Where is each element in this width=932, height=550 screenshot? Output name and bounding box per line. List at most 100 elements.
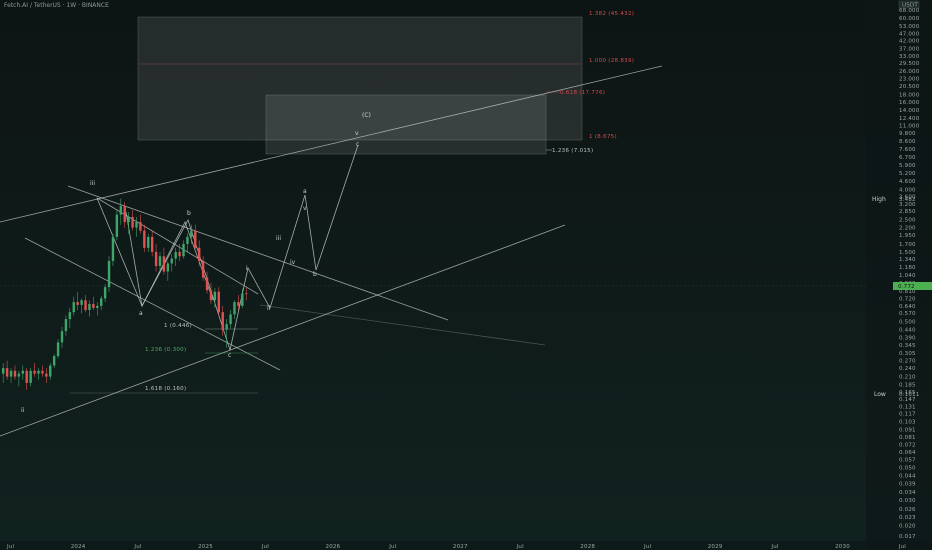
candle-body[interactable]: [76, 302, 79, 305]
price-tick-label: 0.057: [899, 457, 916, 463]
candle-body[interactable]: [21, 370, 24, 374]
currency-badge: [898, 0, 920, 9]
wedge-line-upper[interactable]: [67, 185, 449, 321]
candle-body[interactable]: [115, 214, 119, 237]
candle-body[interactable]: [241, 293, 244, 306]
time-tick-label: Jul: [388, 544, 397, 550]
candle-body[interactable]: [205, 277, 209, 291]
candle-body[interactable]: [45, 373, 48, 377]
candle-body[interactable]: [186, 236, 189, 244]
candle-body[interactable]: [72, 302, 75, 313]
candle-body[interactable]: [88, 303, 91, 310]
candle-body[interactable]: [139, 222, 142, 231]
outer-target-zone[interactable]: [137, 16, 583, 141]
fib-label-1618-0160: 1.618 (0.160): [145, 386, 186, 392]
wave-label-ii: ii: [21, 407, 25, 414]
fib-dotted-line: [259, 304, 546, 346]
candle-body[interactable]: [217, 291, 220, 313]
wedge-line-lower[interactable]: [24, 237, 281, 371]
time-tick-label: Jul: [643, 544, 652, 550]
lower-fib-lines: [70, 328, 258, 394]
candle-body[interactable]: [154, 251, 158, 267]
candle-body[interactable]: [84, 300, 87, 310]
candle-body[interactable]: [2, 368, 5, 374]
candle-body[interactable]: [209, 290, 213, 301]
candle-body[interactable]: [33, 370, 36, 374]
candle-body[interactable]: [135, 222, 138, 228]
time-tick-label: 2025: [198, 544, 213, 550]
price-tick-label: 0.050: [899, 466, 916, 472]
candle-body[interactable]: [111, 236, 115, 261]
candle-body[interactable]: [198, 247, 201, 261]
lower-channel-line[interactable]: [0, 224, 566, 437]
wave-label-c-low: c: [228, 352, 231, 359]
candle-body[interactable]: [229, 314, 232, 325]
time-tick-label: 2029: [708, 544, 723, 550]
price-tick-label: 1.040: [899, 273, 916, 279]
price-tick-label: 0.810: [899, 289, 916, 295]
candle-body[interactable]: [213, 291, 217, 301]
candle-body[interactable]: [127, 217, 130, 223]
candle-body[interactable]: [56, 342, 60, 357]
candle-body[interactable]: [13, 370, 17, 377]
symbol-header[interactable]: Fetch.AI / TetherUS · 1W · BINANCE: [4, 2, 109, 9]
candle-body[interactable]: [166, 263, 170, 272]
candle-body[interactable]: [170, 258, 173, 264]
wave-label-ii-b: ii: [267, 305, 271, 312]
candle-body[interactable]: [178, 251, 181, 257]
candle-body[interactable]: [64, 319, 68, 332]
candle-body[interactable]: [131, 217, 134, 228]
candle-body[interactable]: [237, 302, 240, 306]
candle-body[interactable]: [92, 303, 95, 308]
candle-body[interactable]: [80, 300, 83, 305]
candle-body[interactable]: [174, 251, 177, 259]
candle-body[interactable]: [123, 205, 126, 223]
candle-body[interactable]: [233, 302, 236, 315]
price-tick-label: 2.500: [899, 218, 916, 224]
candle-body[interactable]: [68, 312, 72, 320]
candle-body[interactable]: [100, 298, 103, 306]
candle-body[interactable]: [37, 370, 40, 374]
candle-body[interactable]: [29, 370, 32, 383]
wave-label-v-top: v: [355, 130, 359, 137]
candle-body[interactable]: [245, 293, 248, 295]
price-tick-label: 1.500: [899, 250, 916, 256]
wave-impulse-path[interactable]: [229, 144, 359, 351]
candle-body[interactable]: [17, 373, 21, 377]
candle-body[interactable]: [41, 370, 44, 374]
candle-body[interactable]: [60, 331, 64, 343]
candle-body[interactable]: [25, 370, 28, 383]
candle-body[interactable]: [162, 256, 166, 272]
current-price-label: 0.772: [898, 284, 915, 290]
fib-label-1236-7015: 1.236 (7.015): [552, 148, 593, 154]
candle-body[interactable]: [221, 312, 224, 330]
price-tick-label: 2.850: [899, 209, 916, 215]
candle-body[interactable]: [143, 230, 146, 248]
candle-body[interactable]: [119, 205, 122, 215]
upper-channel-line[interactable]: [0, 65, 663, 223]
wave-label-v: v: [303, 205, 307, 212]
candle-body[interactable]: [107, 260, 111, 288]
candle-body[interactable]: [225, 324, 228, 330]
candle-body[interactable]: [158, 256, 162, 267]
price-tick-label: 53.000: [899, 24, 920, 30]
trend-lines: [0, 65, 663, 437]
price-tick-label: 0.147: [899, 397, 916, 403]
candle-body[interactable]: [194, 230, 197, 248]
candle-body[interactable]: [52, 356, 56, 366]
time-axis[interactable]: Jul 2024 Jul 2025 Jul 2026 Jul 2027 Jul 2028 Jul 20…: [0, 541, 932, 550]
candle-body[interactable]: [147, 236, 150, 248]
candle-body[interactable]: [201, 260, 205, 278]
candle-body[interactable]: [103, 287, 107, 299]
candle-body[interactable]: [5, 368, 9, 377]
time-tick-label: Jul: [516, 544, 525, 550]
candle-body[interactable]: [190, 230, 193, 237]
candle-body[interactable]: [96, 305, 99, 308]
candle-body[interactable]: [182, 243, 185, 257]
candle-body[interactable]: [49, 365, 52, 377]
candle-body[interactable]: [9, 370, 13, 377]
inner-target-zone[interactable]: [265, 94, 547, 155]
candle-body[interactable]: [150, 236, 154, 252]
